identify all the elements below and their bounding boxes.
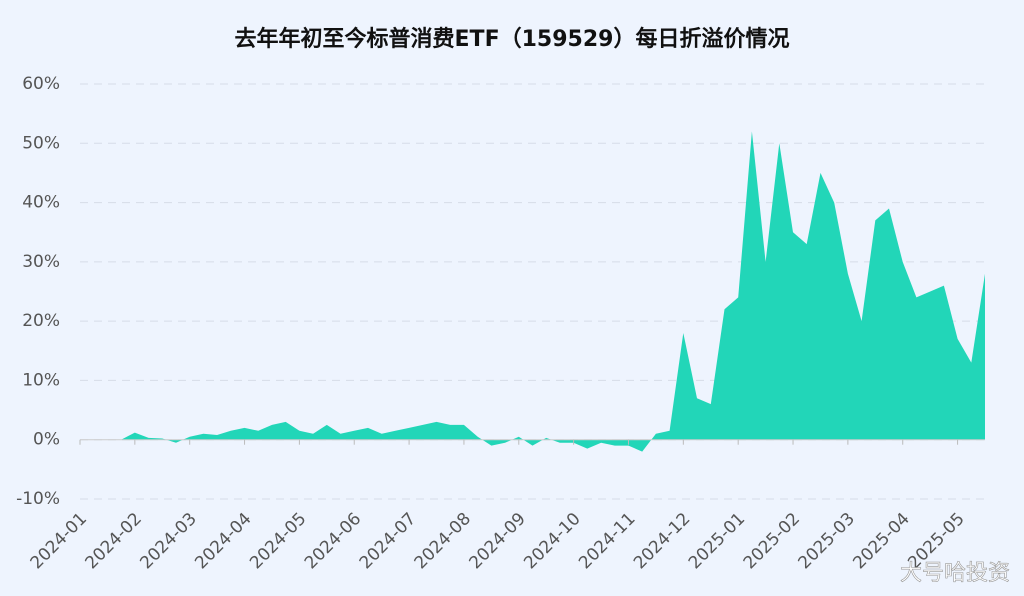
- y-tick-label: 40%: [22, 193, 60, 213]
- y-tick-label: 20%: [22, 311, 60, 331]
- y-tick-label: 50%: [22, 133, 60, 153]
- y-tick-label: 30%: [22, 252, 60, 272]
- watermark: 大号哈投资: [900, 561, 1010, 586]
- y-tick-label: 10%: [22, 370, 60, 390]
- y-tick-label: 60%: [22, 74, 60, 94]
- y-tick-label: -10%: [16, 489, 60, 509]
- area: [80, 131, 985, 452]
- y-tick-label: 0%: [33, 430, 60, 450]
- chart-title: 去年年初至今标普消费ETF（159529）每日折溢价情况: [235, 26, 790, 52]
